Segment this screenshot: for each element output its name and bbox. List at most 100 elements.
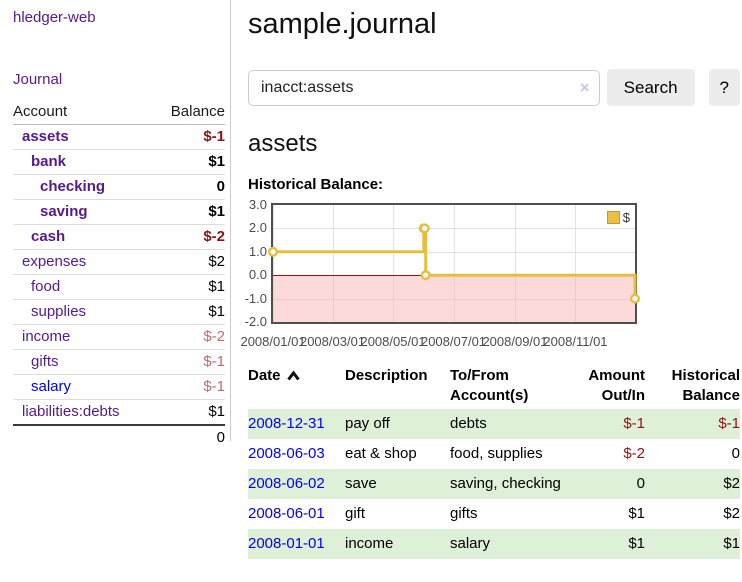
- transaction-accounts: saving, checking: [450, 469, 562, 499]
- account-link[interactable]: salary: [31, 378, 72, 395]
- account-name-cell: expenses: [13, 249, 154, 275]
- accounts-table: Account Balance assets $-1 bank $1 checking 0…: [13, 100, 225, 450]
- chart-plot-area: $ 2008/01/01 2008/03/01 2008/05/01 2008/07/…: [240, 197, 641, 349]
- transaction-date-link[interactable]: 2008-12-31: [248, 415, 325, 432]
- total-spacer: [13, 424, 154, 450]
- account-balance: $1: [153, 299, 225, 325]
- account-balance: $-2: [153, 324, 225, 350]
- account-link[interactable]: supplies: [31, 303, 87, 320]
- account-row: liabilities:debts $1: [13, 399, 225, 426]
- chart-negative-region: [273, 275, 635, 322]
- transaction-row[interactable]: 2008-06-01 gift gifts $1 $2: [248, 499, 740, 529]
- transaction-amount: $1: [628, 505, 645, 522]
- chart-y-tick-label: 0.0: [248, 267, 267, 283]
- transaction-amount: $-1: [562, 409, 645, 439]
- transaction-row[interactable]: 2008-01-01 income salary $1 $1: [248, 529, 740, 559]
- transaction-date-link[interactable]: 2008-01-01: [248, 535, 325, 552]
- column-header-description: Description: [345, 367, 428, 384]
- accounts-header-balance: Balance: [153, 100, 225, 125]
- transaction-accounts: gifts: [450, 505, 478, 522]
- account-link[interactable]: food: [31, 278, 61, 295]
- account-row: gifts $-1: [13, 349, 225, 375]
- main-content: sample.journal × Search ? assets Histori…: [240, 0, 740, 559]
- account-balance: $-1: [153, 124, 225, 150]
- sidebar: hledger-web Journal Account Balance asse…: [0, 0, 231, 450]
- transaction-accounts: food, supplies: [450, 445, 543, 462]
- chart-point-marker: [630, 293, 641, 304]
- transaction-date-link[interactable]: 2008-06-03: [248, 445, 325, 462]
- chart-gridline-vertical: [332, 205, 334, 322]
- brand-link[interactable]: hledger-web: [13, 9, 96, 26]
- account-link[interactable]: checking: [40, 178, 106, 195]
- account-balance: $1: [153, 274, 225, 300]
- chart-x-tick-label: 2008/05/01: [360, 334, 426, 349]
- column-header-amount: Amount Out/In: [588, 367, 645, 404]
- column-header-date[interactable]: Date: [248, 363, 345, 409]
- account-balance: $-2: [153, 224, 225, 250]
- transaction-accounts: debts: [450, 409, 562, 439]
- transaction-description: save: [345, 469, 450, 499]
- transaction-balance: $2: [723, 505, 740, 522]
- transaction-amount: $-2: [623, 445, 645, 462]
- transaction-amount: $1: [562, 529, 645, 559]
- account-link[interactable]: saving: [40, 203, 88, 220]
- transaction-date-cell: 2008-01-01: [248, 529, 345, 559]
- transaction-accounts: salary: [450, 529, 562, 559]
- chart-y-tick-label: 3.0: [248, 197, 267, 212]
- account-row: cash $-2: [13, 224, 225, 250]
- chart-x-tick-label: 2008/01/01: [240, 334, 306, 349]
- account-link[interactable]: gifts: [31, 353, 59, 370]
- transaction-row[interactable]: 2008-06-03 eat & shop food, supplies $-2 0: [248, 439, 740, 469]
- transaction-date-link[interactable]: 2008-06-01: [248, 505, 325, 522]
- account-link[interactable]: assets: [22, 128, 69, 145]
- chart-x-tick-label: 2008/07/01: [420, 334, 487, 349]
- account-balance: $1: [153, 149, 225, 175]
- transaction-date-cell: 2008-12-31: [248, 409, 345, 439]
- chart-point-marker: [419, 223, 430, 234]
- transaction-balance: 0: [731, 445, 740, 462]
- account-row: income $-2: [13, 324, 225, 350]
- transaction-balance: $2: [645, 469, 740, 499]
- transactions-table: Date Description To/From Account(s) Amou…: [248, 363, 740, 559]
- column-header-accounts: To/From Account(s): [450, 367, 529, 404]
- transaction-row[interactable]: 2008-06-02 save saving, checking 0 $2: [248, 469, 740, 499]
- legend-swatch-icon: [606, 211, 620, 224]
- account-link[interactable]: income: [22, 328, 71, 345]
- search-form: × Search ?: [248, 69, 740, 106]
- page-title: sample.journal: [248, 8, 437, 40]
- account-row: assets $-1: [13, 124, 225, 150]
- accounts-table-header: Account Balance: [13, 100, 225, 125]
- chart-y-tick-label: -1.0: [244, 290, 267, 306]
- chart-series-line: [273, 226, 637, 299]
- account-heading: assets: [248, 130, 318, 157]
- account-name-cell: food: [13, 274, 154, 300]
- account-name-cell: gifts: [13, 349, 154, 375]
- chart-x-tick-label: 2008/03/01: [299, 334, 366, 349]
- transaction-description: pay off: [345, 409, 450, 439]
- chart-y-tick-label: 2.0: [248, 220, 267, 236]
- chart-point-marker: [268, 246, 278, 257]
- search-input[interactable]: [248, 69, 600, 106]
- account-row: expenses $2: [13, 249, 225, 275]
- chart-gridline-vertical: [273, 205, 274, 322]
- chart-title: Historical Balance:: [248, 176, 384, 193]
- account-name-cell: bank: [13, 149, 154, 175]
- sidebar-item-journal[interactable]: Journal: [13, 71, 63, 88]
- account-name-cell: cash: [13, 224, 154, 250]
- transaction-date-link[interactable]: 2008-06-02: [248, 475, 325, 492]
- account-balance: $1: [153, 199, 225, 225]
- transaction-row[interactable]: 2008-12-31 pay off debts $-1 $-1: [248, 409, 740, 439]
- help-button[interactable]: ?: [708, 69, 740, 106]
- column-header-balance: Historical Balance: [671, 367, 740, 404]
- account-link[interactable]: expenses: [22, 253, 87, 270]
- account-link[interactable]: bank: [31, 153, 67, 170]
- account-link[interactable]: cash: [31, 228, 66, 245]
- account-name-cell: saving: [13, 199, 154, 225]
- search-button[interactable]: Search: [606, 69, 695, 106]
- transaction-balance: $-1: [645, 409, 740, 439]
- chart-gridline-vertical: [453, 205, 455, 322]
- account-link[interactable]: liabilities:debts: [22, 403, 120, 420]
- transactions-table-header: Date Description To/From Account(s) Amou…: [248, 363, 740, 409]
- account-balance: $-1: [153, 374, 225, 400]
- clear-search-icon[interactable]: ×: [579, 77, 590, 97]
